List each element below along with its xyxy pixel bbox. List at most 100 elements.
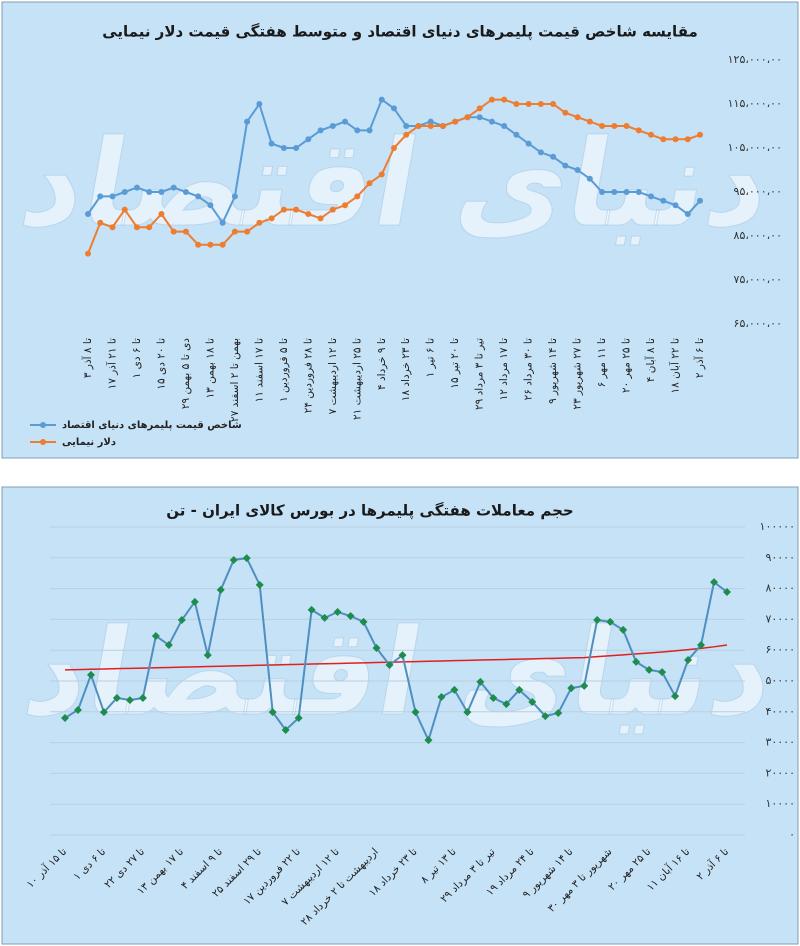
x-tick-label: ۱ تا ۶ دی (131, 338, 143, 378)
point (244, 118, 251, 125)
x-tick-label: ۱۳ تا ۱۸ بهمن (204, 338, 216, 399)
point (342, 118, 349, 125)
x-tick-label: ۲۰ تا ۲۵ مهر (621, 338, 633, 393)
point (574, 114, 581, 121)
point (305, 211, 312, 217)
point (391, 145, 397, 151)
y-tick-label: ۲۰۰۰۰ (765, 766, 795, 779)
y-tick-label: ۹۵،۰۰۰،۰۰ (734, 185, 782, 198)
point (182, 228, 189, 235)
x-tick-label: ۲۴ تا ۲۸ فروردین (302, 338, 314, 413)
point (354, 193, 361, 200)
point (320, 613, 329, 622)
point (606, 617, 615, 626)
point (242, 554, 251, 563)
point (294, 713, 303, 722)
watermark: دنیای اقتصاد (11, 114, 782, 254)
point (403, 123, 410, 129)
point (515, 685, 524, 694)
point (255, 580, 264, 589)
point (476, 114, 483, 121)
point (281, 725, 290, 734)
x-tick-label: ۱۵ تا ۲۰ دی (155, 338, 167, 390)
point (256, 219, 263, 226)
chart-panel (1, 1, 799, 459)
x-tick-label: ۱۲ تا ۱۷ مرداد (498, 338, 510, 400)
x-tick-label: ۹ تا ۱۴ شهریور (547, 338, 559, 404)
point (427, 123, 434, 129)
y-tick-label: ۴۰۰۰۰ (765, 705, 795, 718)
x-tick-label: ۱ تا ۵ فروردین (278, 338, 290, 402)
y-tick-label: ۶۰۰۰۰ (765, 643, 795, 656)
point (463, 708, 472, 717)
point (599, 189, 606, 195)
point (562, 109, 569, 116)
point (146, 224, 153, 231)
point (427, 118, 434, 125)
point (452, 118, 459, 125)
point (307, 605, 316, 614)
point (611, 189, 618, 195)
point (170, 228, 177, 235)
point (195, 193, 202, 200)
point (488, 96, 495, 103)
point (329, 206, 336, 213)
x-tick-label: ۲۹ تیر تا ۳ مرداد (474, 338, 486, 410)
point (109, 193, 116, 200)
point (293, 145, 300, 151)
point (170, 184, 177, 191)
x-tick-label: ۱۵ تا ۲۰ تیر (449, 338, 461, 389)
point (85, 211, 91, 217)
point (464, 114, 471, 121)
point (354, 127, 361, 134)
y-tick-label: ۱۰۰۰۰ (765, 797, 795, 810)
point (151, 632, 160, 641)
point (73, 705, 82, 714)
y-tick-label: ۳۰۰۰۰ (765, 736, 795, 749)
point (586, 118, 593, 125)
point (378, 171, 385, 178)
point (403, 131, 410, 138)
point (437, 693, 446, 702)
point (305, 136, 312, 143)
x-tick-label: ۱۱ تا ۱۷ اسفند (253, 338, 265, 402)
point (398, 651, 407, 660)
point (550, 153, 557, 160)
trendline (64, 644, 728, 671)
x-tick-label: ۴ تا ۸ آبان (644, 338, 657, 382)
point (346, 612, 355, 621)
point (190, 597, 199, 606)
x-tick-label: ۲۷ بهمن تا ۲ اسفند (229, 338, 241, 422)
y-tick-label: ۱۰۰۰۰۰ (760, 520, 795, 533)
point (138, 693, 147, 702)
point (61, 713, 69, 722)
point (280, 206, 287, 213)
point (684, 211, 691, 217)
point (182, 189, 189, 195)
point (658, 668, 667, 677)
point (513, 131, 520, 138)
point (99, 708, 108, 717)
point (121, 189, 128, 195)
point (528, 697, 537, 706)
point (513, 101, 520, 107)
x-tick-label: ۲۶ تا ۳۰ مرداد (523, 338, 535, 400)
point (97, 219, 104, 226)
point (648, 193, 655, 200)
y-tick-label: ۱۱۵،۰۰۰،۰۰ (728, 97, 782, 110)
point (85, 250, 91, 257)
point (593, 616, 602, 625)
point (268, 708, 277, 717)
point (697, 131, 703, 138)
point (537, 149, 544, 156)
point (366, 180, 373, 187)
point (723, 587, 731, 596)
point (125, 696, 134, 705)
x-tick-label: ۳ تا ۸ آذر (81, 338, 94, 378)
point (586, 175, 593, 182)
point (391, 105, 397, 112)
point (632, 657, 641, 666)
point (133, 184, 140, 191)
y-tick-label: ۷۵،۰۰۰،۰۰ (734, 273, 782, 286)
